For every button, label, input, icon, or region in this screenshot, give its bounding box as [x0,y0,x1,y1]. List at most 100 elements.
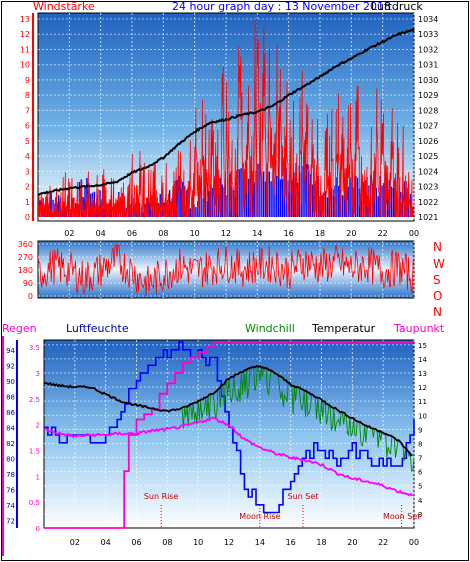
p3-y-hum-tick: 78 [6,471,15,479]
p3-y-rain-tick: 1 [36,473,40,481]
p3-y-right-tick: 8 [418,440,422,448]
p1-y-left-tick: 6 [25,122,30,131]
p1-y-left-tick: 4 [25,152,30,161]
pressure-line [37,28,415,196]
p3-y-hum-tick: 72 [6,517,15,525]
p1-y-right-tick: 1034 [418,15,438,24]
p1-y-left-tick: 11 [20,45,30,54]
p1-y-left-tick: 10 [20,61,30,70]
p3-x-tick: 06 [131,538,141,547]
temperatur-label: Temperatur [311,322,376,335]
compass-label-o: O [433,289,442,303]
p3-y-rain-tick: 3 [36,370,40,378]
p2-y-tick: 90 [23,279,33,288]
p1-x-tick: 20 [346,229,356,238]
p2-y-tick: 360 [18,240,33,249]
p3-y-right-tick: 14 [418,356,427,364]
p1-x-tick: 12 [221,229,231,238]
p3-y-right-tick: 13 [418,370,427,378]
p2-y-tick: 270 [18,253,33,262]
p3-y-hum-tick: 84 [6,424,15,432]
p1-x-tick: 04 [96,229,106,238]
p1-y-right-tick: 1022 [418,198,438,207]
p3-y-rain-tick: 2 [36,422,40,430]
p3-y-rain-tick: 3.5 [29,344,40,352]
p3-y-hum-tick: 76 [6,486,15,494]
p3-y-right-tick: 9 [418,426,422,434]
regen-label: Regen [2,322,37,335]
p1-x-tick: 08 [158,229,168,238]
p1-x-tick: 06 [127,229,137,238]
compass-label-n-bottom: N [433,305,442,319]
chart-title: 24 hour graph day : 13 November 2018 [172,0,391,13]
p1-y-right-tick: 1028 [418,106,438,115]
luftfeuchte-label: Luftfeuchte [66,322,129,335]
p3-x-tick: 00 [409,538,419,547]
p1-y-left-tick: 9 [25,76,30,85]
temperature-line [43,364,413,457]
p3-y-hum-tick: 88 [6,393,15,401]
p3-y-hum-tick: 82 [6,440,15,448]
p1-y-left-tick: 12 [20,30,30,39]
p3-x-tick: 16 [286,538,296,547]
windchill-label: Windchill [245,322,295,335]
luftdruck-label: Luftdruck [371,0,423,13]
p1-y-right-tick: 1024 [418,167,438,176]
p3-y-hum-tick: 94 [6,347,15,355]
p3-y-hum-tick: 86 [6,409,15,417]
p1-x-tick: 02 [64,229,74,238]
compass-label-n-top: N [433,240,442,254]
p3-x-tick: 22 [378,538,388,547]
p1-y-right-tick: 1025 [418,152,438,161]
p3-y-rain-tick: 1.5 [29,448,40,456]
event-label: Moon Set [383,512,420,521]
wind-speed-line [37,18,414,218]
p1-y-left-tick: 5 [25,137,30,146]
compass-label-s: S [433,273,441,287]
p1-y-left-tick: 2 [25,183,30,192]
p2-y-tick: 0 [28,292,33,301]
p1-x-tick: 18 [315,229,325,238]
p3-x-tick: 02 [70,538,80,547]
p3-y-rain-tick: 0.5 [29,499,40,507]
event-label: Sun Set [288,492,319,501]
p3-y-right-tick: 5 [418,483,422,491]
p3-y-hum-tick: 74 [6,502,15,510]
p3-x-tick: 18 [316,538,326,547]
p2-y-tick: 180 [18,266,33,275]
p1-y-right-tick: 1027 [418,122,438,131]
p3-y-rain-tick: 0 [36,525,40,533]
p3-y-right-tick: 7 [418,455,422,463]
rain-line [44,341,414,529]
p1-y-right-tick: 1023 [418,183,438,192]
p1-x-tick: 16 [284,229,294,238]
windstaerke-label: Windstärke [33,0,95,13]
p1-x-tick: 10 [190,229,200,238]
p3-x-tick: 08 [162,538,172,547]
p3-x-tick: 10 [193,538,203,547]
taupunkt-label: Taupunkt [393,322,445,335]
p1-x-tick: 00 [409,229,419,238]
p3-y-right-tick: 12 [418,384,427,392]
p3-y-hum-tick: 80 [6,455,15,463]
p3-y-rain-tick: 2.5 [29,396,40,404]
p1-y-right-tick: 1031 [418,61,438,70]
p3-y-right-tick: 15 [418,342,427,350]
p3-x-tick: 14 [255,538,265,547]
p1-y-right-tick: 1021 [418,213,438,222]
p1-y-right-tick: 1026 [418,137,438,146]
p3-x-tick: 04 [101,538,111,547]
p3-x-tick: 12 [224,538,234,547]
humidity-line [44,341,415,514]
p3-y-hum-tick: 90 [6,378,15,386]
p3-y-right-tick: 6 [418,469,423,477]
p1-y-right-tick: 1030 [418,76,438,85]
dewpoint-line [43,416,414,497]
compass-label-w: W [433,257,445,271]
event-label: Sun Rise [144,492,179,501]
p1-y-left-tick: 0 [25,213,30,222]
event-label: Moon Rise [239,512,280,521]
p1-y-right-tick: 1032 [418,45,438,54]
